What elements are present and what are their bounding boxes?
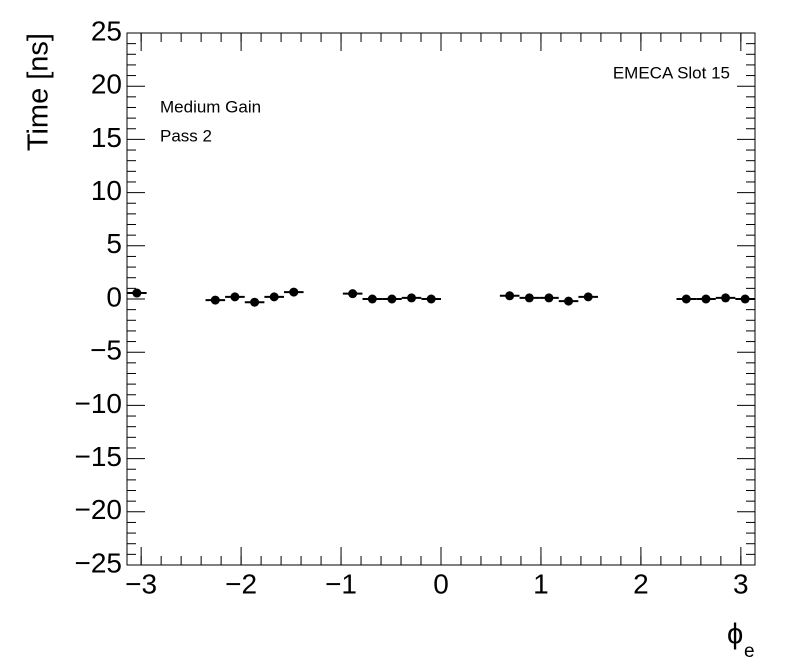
x-axis-label-subscript: e [744, 641, 755, 662]
data-point [250, 297, 260, 307]
data-point [701, 294, 711, 304]
data-point [544, 293, 554, 303]
data-point [524, 293, 534, 303]
y-tick-label: 15 [91, 122, 122, 153]
x-tick-label: 2 [633, 568, 649, 599]
data-point [387, 294, 397, 304]
data-point [132, 288, 142, 298]
y-tick-label: −20 [75, 494, 123, 525]
data-point [505, 291, 515, 301]
y-tick-label: −10 [75, 388, 123, 419]
x-tick-label: 3 [733, 568, 749, 599]
data-point [230, 292, 240, 302]
annotation: Medium Gain [160, 97, 261, 116]
data-point [289, 287, 299, 297]
data-point [583, 292, 593, 302]
x-tick-label: −2 [225, 568, 257, 599]
x-axis-label: ϕ [727, 619, 743, 651]
y-axis-label: Time [ns] [23, 33, 55, 151]
data-point [564, 296, 574, 306]
y-tick-label: 25 [91, 15, 122, 46]
data-point [269, 292, 279, 302]
x-tick-label: 1 [533, 568, 549, 599]
data-point [426, 294, 436, 304]
data-point [740, 294, 750, 304]
y-tick-label: −25 [75, 547, 123, 578]
x-tick-label: −1 [325, 568, 357, 599]
y-tick-label: −15 [75, 441, 123, 472]
data-point [407, 293, 417, 303]
y-tick-label: 10 [91, 175, 122, 206]
x-tick-label: −3 [125, 568, 157, 599]
y-tick-label: −5 [90, 335, 122, 366]
data-point [681, 294, 691, 304]
annotation: Pass 2 [160, 126, 212, 145]
y-tick-label: 0 [106, 281, 122, 312]
y-tick-label: 20 [91, 69, 122, 100]
annotation: EMECA Slot 15 [613, 63, 730, 82]
y-tick-label: 5 [106, 228, 122, 259]
data-point [721, 293, 731, 303]
data-point [367, 294, 377, 304]
data-point [348, 289, 358, 299]
x-tick-label: 0 [433, 568, 449, 599]
data-point [210, 295, 220, 305]
